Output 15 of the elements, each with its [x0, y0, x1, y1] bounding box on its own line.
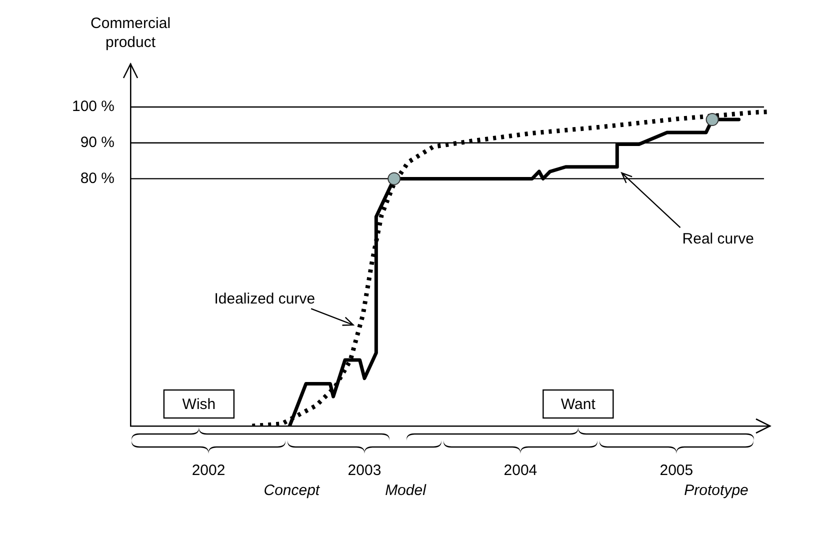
- y-tick-label: 100 %: [72, 98, 115, 116]
- text: Prototype: [684, 482, 748, 499]
- x-tick-label: 2003: [348, 462, 382, 480]
- x-tick-label: 2004: [504, 462, 538, 480]
- text: Model: [385, 482, 427, 499]
- y-tick-label: 90 %: [80, 134, 115, 151]
- y-tick-label: 80 %: [80, 170, 115, 187]
- x-tick-label: 2002: [192, 462, 226, 480]
- annotation: Idealized curve: [214, 290, 316, 308]
- annotation: Wish: [182, 396, 216, 413]
- text: Concept: [264, 482, 320, 499]
- annotation: Want: [560, 396, 596, 413]
- annotation: Real curve: [682, 230, 754, 248]
- y-axis-title: Commercial product: [90, 14, 172, 52]
- x-tick-label: 2005: [660, 462, 694, 480]
